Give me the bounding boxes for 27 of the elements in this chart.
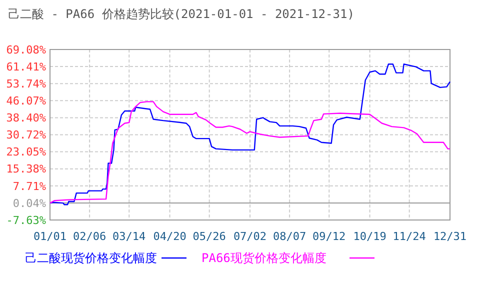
x-tick-label: 11/24 [392,230,426,243]
x-tick-label: 05/26 [192,230,226,243]
line-series [49,101,451,204]
y-tick-label: 0.04% [12,196,46,210]
x-tick-label: 01/01 [33,230,67,243]
x-tick-label: 02/06 [73,230,106,243]
x-tick-label: 12/31 [433,230,467,243]
y-tick-label: -7.63% [6,214,46,227]
y-tick-label: 61.41% [6,60,46,74]
y-tick-label: 30.72% [6,128,46,142]
x-tick-label: 04/20 [153,230,186,243]
x-tick-label: 07/02 [233,230,267,243]
y-tick-label: 46.07% [6,94,46,108]
y-tick-label: 53.74% [6,77,46,90]
x-tick-label: 09/12 [312,230,346,243]
y-tick-label: 15.38% [6,162,46,176]
legend-label: 己二酸现货价格变化幅度 [25,251,157,265]
line-series [49,64,451,206]
y-tick-label: 23.05% [6,146,46,159]
x-tick-label: 08/07 [273,230,306,243]
x-tick-label: 10/19 [353,230,386,243]
chart-title: 己二酸 - PA66 价格趋势比较(2021-01-01 - 2021-12-31) [8,7,354,21]
y-tick-label: 38.40% [6,112,46,125]
legend-label: PA66现货价格变化幅度 [202,251,326,265]
y-tick-label: 69.08% [6,43,46,56]
x-tick-label: 03/14 [112,230,146,243]
y-tick-label: 7.71% [12,180,46,193]
